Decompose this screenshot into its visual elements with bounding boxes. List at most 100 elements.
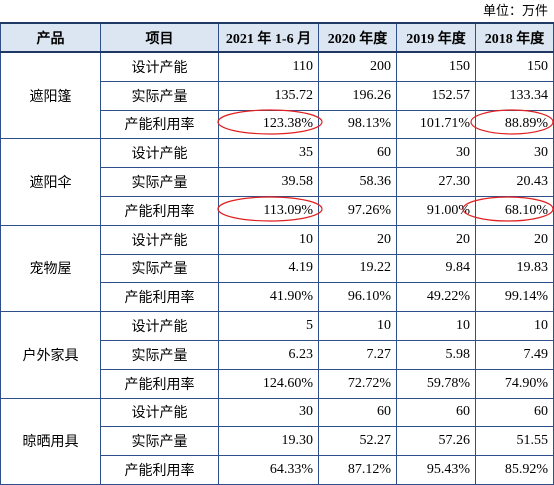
value-cell: 60 — [318, 138, 397, 169]
table-row: 遮阳篷 设计产能 110 200 150 150 — [0, 51, 554, 140]
value-cell: 30 — [218, 397, 319, 428]
value-cell: 60 — [396, 397, 476, 428]
value-cell: 91.00% — [396, 195, 476, 226]
value-cell: 10 — [318, 311, 397, 341]
value-cell: 74.90% — [475, 368, 554, 399]
header-row: 产品 项目 2021 年 1-6 月 2020 年度 2019 年度 2018 年度 — [0, 22, 554, 53]
value-cell: 51.55 — [475, 426, 554, 457]
product-cell: 宠物屋 — [0, 224, 101, 313]
value-cell: 124.60% — [218, 368, 319, 399]
product-cell: 户外家具 — [0, 311, 101, 399]
table-body: 遮阳篷 设计产能 110 200 150 150 实际产量 135.72 196.26 152.5… — [0, 51, 554, 485]
item-cell: 实际产量 — [100, 253, 219, 284]
value-cell: 133.34 — [475, 80, 554, 111]
table-row: 实际产量 39.58 58.36 27.30 20.43 — [1, 167, 554, 197]
value-cell: 97.26% — [318, 195, 397, 226]
item-cell: 产能利用率 — [100, 195, 219, 226]
item-cell: 产能利用率 — [100, 282, 219, 313]
value-cell: 7.49 — [475, 339, 554, 370]
value-cell: 96.10% — [318, 282, 397, 313]
value-cell: 4.19 — [218, 253, 319, 284]
value-cell: 10 — [218, 224, 319, 255]
header-cell: 项目 — [100, 22, 219, 53]
header-cell: 2021 年 1-6 月 — [218, 22, 319, 53]
value-cell: 88.89% — [475, 109, 554, 140]
value-cell: 20 — [318, 224, 397, 255]
value-cell: 68.10% — [475, 195, 554, 226]
table-row: 晾晒用具 设计产能 30 60 60 60 — [0, 397, 554, 485]
product-cell: 晾晒用具 — [0, 397, 101, 485]
value-cell: 10 — [475, 311, 554, 341]
value-cell: 113.09% — [218, 195, 319, 226]
table-row: 实际产量 4.19 19.22 9.84 19.83 — [1, 253, 554, 284]
value-cell: 60 — [318, 397, 397, 428]
item-cell: 产能利用率 — [100, 368, 219, 399]
value-cell: 20 — [475, 224, 554, 255]
value-cell: 98.13% — [318, 109, 397, 140]
value-cell: 35 — [218, 138, 319, 169]
table-row: 户外家具 设计产能 5 10 10 10 — [0, 311, 554, 399]
value-cell: 135.72 — [218, 80, 319, 111]
table-row: 宠物屋 设计产能 10 20 20 20 — [0, 224, 554, 313]
item-cell: 实际产量 — [100, 80, 219, 111]
table-row: 实际产量 19.30 52.27 57.26 51.55 — [1, 426, 554, 457]
header-cell: 2020 年度 — [318, 22, 397, 53]
value-cell: 72.72% — [318, 368, 397, 399]
value-cell: 30 — [475, 138, 554, 169]
value-cell: 150 — [475, 51, 554, 82]
value-cell: 87.12% — [318, 455, 397, 485]
value-cell: 64.33% — [218, 455, 319, 485]
item-cell: 实际产量 — [100, 339, 219, 370]
item-cell: 设计产能 — [100, 311, 219, 341]
value-cell: 58.36 — [318, 167, 397, 197]
value-cell: 99.14% — [475, 282, 554, 313]
value-cell: 95.43% — [396, 455, 476, 485]
value-cell: 7.27 — [318, 339, 397, 370]
item-cell: 设计产能 — [100, 51, 219, 82]
unit-note: 单位：万件 — [482, 3, 548, 18]
value-cell: 20 — [396, 224, 476, 255]
item-cell: 实际产量 — [100, 426, 219, 457]
value-cell: 150 — [396, 51, 476, 82]
value-cell: 59.78% — [396, 368, 476, 399]
item-cell: 设计产能 — [100, 138, 219, 169]
item-cell: 实际产量 — [100, 167, 219, 197]
item-cell: 设计产能 — [100, 397, 219, 428]
value-cell: 30 — [396, 138, 476, 169]
value-cell: 41.90% — [218, 282, 319, 313]
item-cell: 设计产能 — [100, 224, 219, 255]
item-cell: 产能利用率 — [100, 455, 219, 485]
capacity-table: 产品 项目 2021 年 1-6 月 2020 年度 2019 年度 2018 年度 遮阳… — [0, 22, 554, 485]
value-cell: 5.98 — [396, 339, 476, 370]
value-cell: 200 — [318, 51, 397, 82]
header-cell: 2019 年度 — [396, 22, 476, 53]
header-cell: 2018 年度 — [475, 22, 554, 53]
value-cell: 19.22 — [318, 253, 397, 284]
table-row: 遮阳伞 设计产能 35 60 30 30 — [0, 138, 554, 226]
product-cell: 遮阳伞 — [0, 138, 101, 226]
table-row: 产能利用率 64.33% 87.12% 95.43% 85.92% — [1, 455, 554, 485]
value-cell: 9.84 — [396, 253, 476, 284]
value-cell: 110 — [218, 51, 319, 82]
table-row: 产能利用率 41.90% 96.10% 49.22% 99.14% — [1, 282, 554, 313]
value-cell: 19.30 — [218, 426, 319, 457]
value-cell: 49.22% — [396, 282, 476, 313]
value-cell: 5 — [218, 311, 319, 341]
product-cell: 遮阳篷 — [0, 51, 101, 140]
table-row: 实际产量 135.72 196.26 152.57 133.34 — [1, 80, 554, 111]
value-cell: 196.26 — [318, 80, 397, 111]
value-cell: 19.83 — [475, 253, 554, 284]
value-cell: 27.30 — [396, 167, 476, 197]
value-cell: 6.23 — [218, 339, 319, 370]
header-cell: 产品 — [0, 22, 101, 53]
value-cell: 10 — [396, 311, 476, 341]
value-cell: 57.26 — [396, 426, 476, 457]
value-cell: 60 — [475, 397, 554, 428]
item-cell: 产能利用率 — [100, 109, 219, 140]
value-cell: 85.92% — [475, 455, 554, 485]
value-cell: 20.43 — [475, 167, 554, 197]
value-cell: 39.58 — [218, 167, 319, 197]
value-cell: 123.38% — [218, 109, 319, 140]
value-cell: 101.71% — [396, 109, 476, 140]
